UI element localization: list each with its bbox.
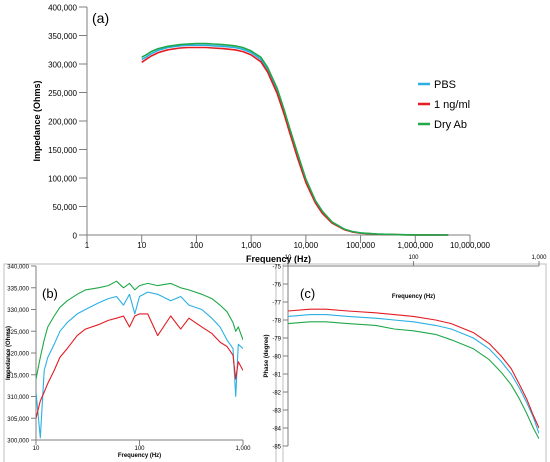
series-line-1-ng-ml [141, 46, 449, 236]
y-tick-label: 325,000 [7, 330, 29, 336]
y-tick-label: 250,000 [48, 89, 77, 98]
panel-frame [3, 263, 277, 462]
y-tick-label: 150,000 [48, 146, 77, 155]
y-tick-label: -81 [272, 373, 281, 379]
y-tick-label: -76 [272, 283, 281, 289]
x-tick-label: 10 [285, 255, 292, 261]
y-tick-label: -75 [272, 265, 281, 271]
y-tick-label: 310,000 [7, 395, 29, 401]
y-tick-label: 0 [73, 232, 78, 241]
y-tick-label: -82 [272, 391, 281, 397]
x-tick-label: 10 [33, 446, 40, 452]
x-tick-label: 100 [134, 446, 145, 452]
y-axis-title: Impedance (Ohms) [6, 326, 12, 380]
y-tick-label: 315,000 [7, 373, 29, 379]
panel-2: -75 -76 -77 -78 -79 -80 -81 -82 -83 -84 -85 10 100 1,… [264, 255, 547, 462]
y-axis-title: Phase (degree) [264, 334, 270, 377]
x-axis-title: Frequency (Hz) [392, 294, 435, 300]
x-axis-title: Frequency (Hz) [118, 453, 161, 459]
series-line-dry-ab [288, 321, 539, 440]
x-tick-label: 1,000 [235, 446, 251, 452]
y-tick-label: 305,000 [7, 417, 29, 423]
y-tick-label: 300,000 [7, 439, 29, 445]
x-tick-label: 1 [85, 241, 90, 250]
y-tick-label: 300,000 [48, 61, 77, 70]
legend-label: PBS [434, 79, 456, 91]
x-tick-label: 10 [137, 241, 146, 250]
x-tick-label: 1,000 [241, 241, 262, 250]
x-tick-label: 100,000 [346, 241, 375, 250]
y-tick-label: -78 [272, 319, 281, 325]
legend-label: Dry Ab [434, 119, 467, 131]
series-line-dry-ab [141, 42, 449, 236]
series-line-1-ng-ml [36, 313, 243, 419]
series-line-pbs [288, 314, 539, 434]
y-tick-label: 335,000 [7, 286, 29, 292]
y-tick-label: -77 [272, 301, 281, 307]
y-tick-label: 320,000 [7, 352, 29, 358]
y-tick-label: 400,000 [48, 4, 77, 13]
y-tick-label: -79 [272, 337, 281, 343]
y-tick-label: -85 [272, 445, 281, 451]
x-tick-label: 1,000,000 [397, 241, 433, 250]
legend-label: 1 ng/ml [434, 99, 470, 111]
panel-1: 300,000 305,000 310,000 315,000 320,000 325,0… [3, 263, 277, 462]
y-tick-label: -80 [272, 355, 281, 361]
y-tick-label: 50,000 [53, 203, 78, 212]
y-tick-label: -84 [272, 427, 281, 433]
panel-frame [282, 263, 547, 462]
x-tick-label: 100 [190, 241, 204, 250]
panel-0: 0 50,000 100,000 150,000 200,000 250,000 300,0… [32, 4, 491, 265]
x-tick-label: 10,000 [294, 241, 319, 250]
x-axis-title: Frequency (Hz) [246, 254, 311, 264]
panel-label: (b) [42, 286, 58, 301]
y-tick-label: 330,000 [7, 308, 29, 314]
y-tick-label: 100,000 [48, 175, 77, 184]
series-line-pbs [36, 291, 243, 439]
y-tick-label: -83 [272, 409, 281, 415]
series-line-1-ng-ml [288, 308, 539, 429]
series-line-dry-ab [36, 280, 243, 380]
panel-label: (c) [300, 286, 315, 301]
panel-label: (a) [92, 10, 109, 26]
x-tick-label: 100 [408, 255, 419, 261]
x-tick-label: 10,000,000 [450, 241, 491, 250]
y-tick-label: 340,000 [7, 265, 29, 271]
y-tick-label: 200,000 [48, 118, 77, 127]
x-tick-label: 1,000 [531, 255, 547, 261]
y-axis-title: Impedance (Ohms) [32, 80, 42, 161]
series-line-pbs [141, 44, 449, 236]
y-tick-label: 350,000 [48, 32, 77, 41]
